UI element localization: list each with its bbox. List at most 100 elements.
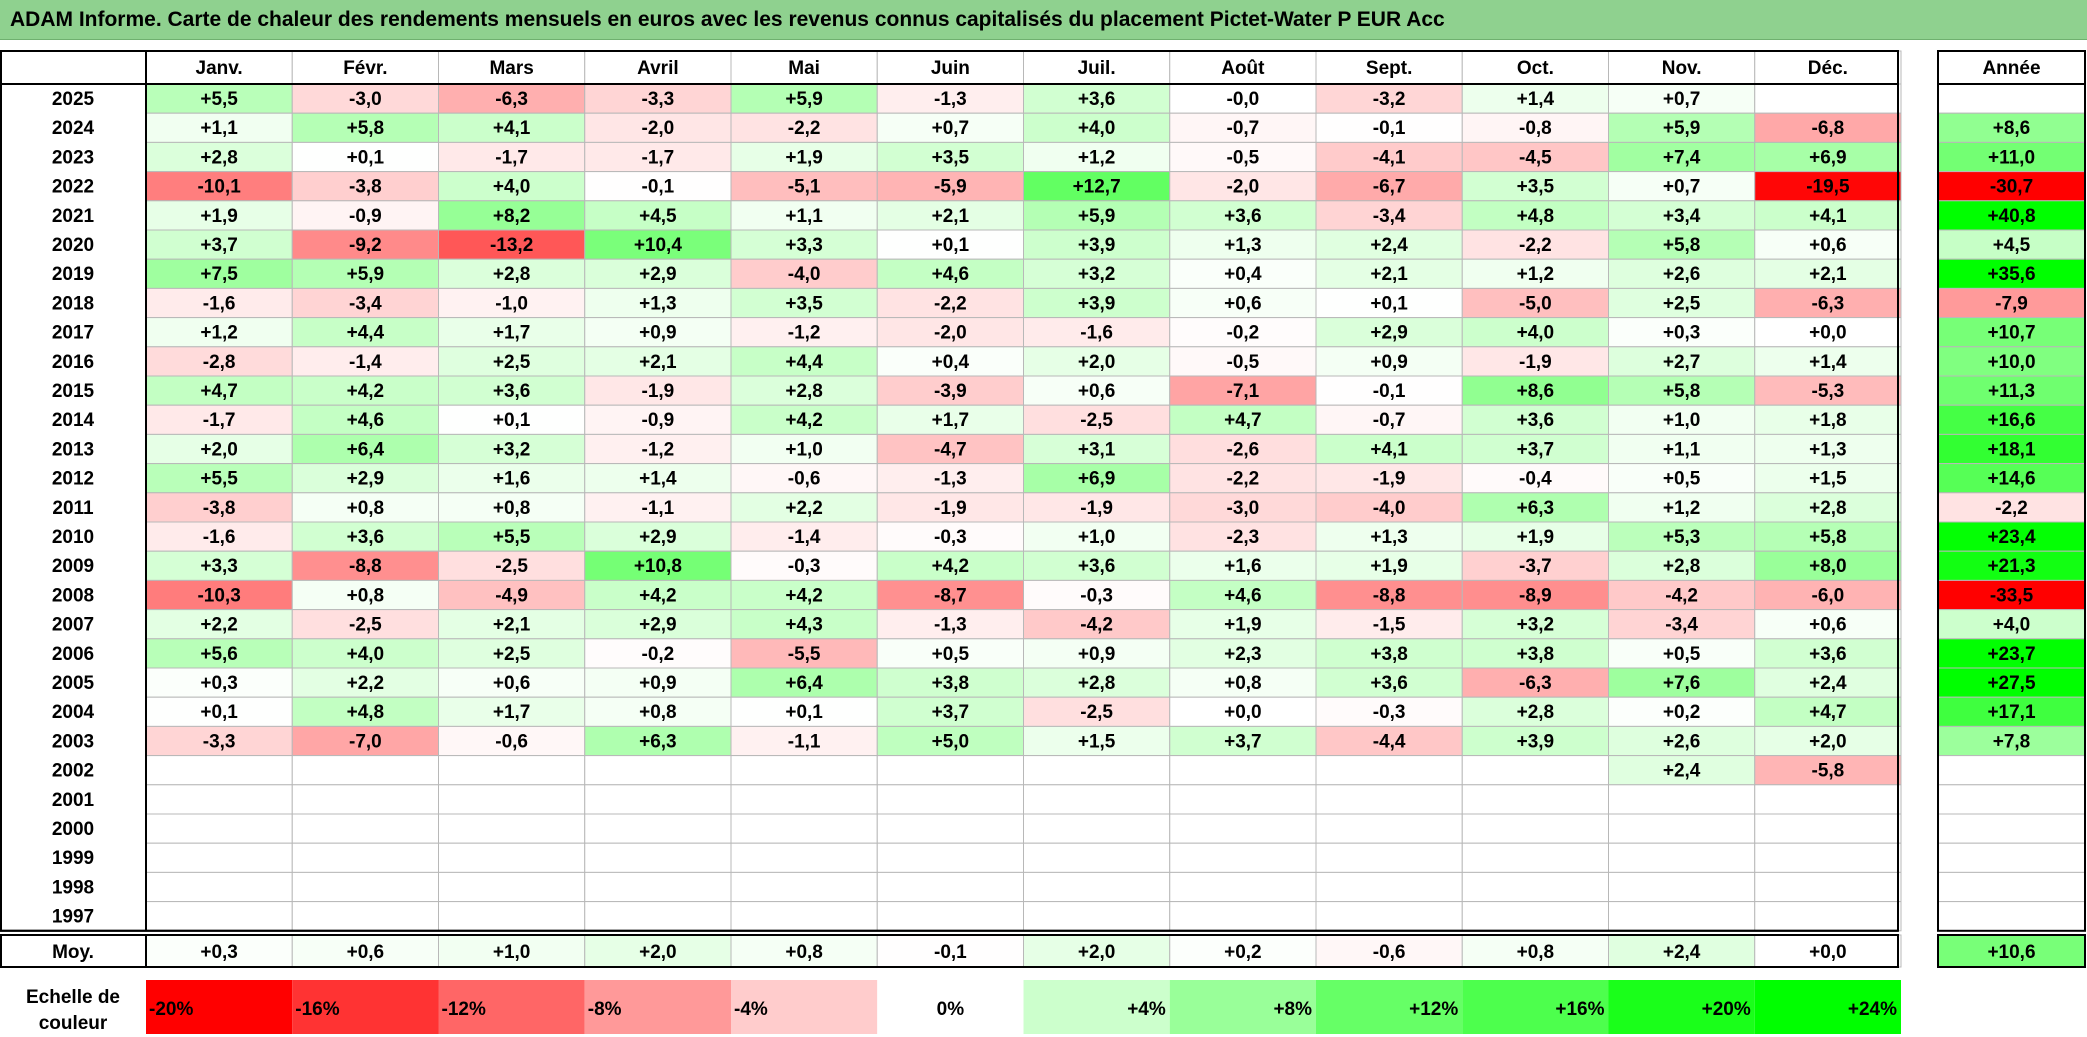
average-value: +0,3 — [200, 942, 238, 963]
year-label-2019: 2019 — [52, 264, 94, 285]
annual-cell — [1937, 83, 2086, 114]
annual-cell — [1937, 287, 2086, 319]
year-label-2020: 2020 — [52, 235, 94, 256]
heatmap-cell — [1608, 317, 1756, 348]
heatmap-cell — [291, 755, 439, 786]
annual-cell — [1937, 638, 2086, 669]
heatmap-cell — [1315, 492, 1463, 523]
color-scale-swatch — [1754, 980, 1901, 1034]
heatmap-cell — [584, 901, 732, 932]
average-value: -0,1 — [934, 942, 967, 963]
year-label-2009: 2009 — [52, 556, 94, 577]
month-header-9: Sept. — [1366, 58, 1412, 79]
cell-value: +1,2 — [1663, 498, 1701, 519]
cell-value: -1,2 — [788, 323, 821, 344]
heatmap-cell — [291, 375, 439, 406]
average-value: +0,2 — [1224, 942, 1262, 963]
heatmap-cell — [584, 346, 732, 377]
cell-value: +4,7 — [1809, 702, 1847, 723]
heatmap-cell — [1608, 901, 1756, 932]
heatmap-cell — [1461, 200, 1609, 231]
cell-value: -1,9 — [1080, 498, 1113, 519]
heatmap-cell — [1315, 696, 1463, 727]
cell-value: -0,3 — [788, 556, 821, 577]
heatmap-cell — [438, 229, 586, 260]
heatmap-cell — [876, 317, 1024, 348]
cell-value: -10,3 — [197, 585, 240, 606]
cell-value: +0,6 — [493, 673, 531, 694]
color-scale-step-label: -4% — [734, 999, 768, 1020]
cell-value: +3,3 — [200, 556, 238, 577]
color-scale-label-2: couleur — [39, 1013, 108, 1034]
heatmap-cell — [1461, 755, 1609, 786]
cell-value: -4,5 — [1519, 147, 1552, 168]
year-label-1997: 1997 — [52, 907, 94, 928]
annual-value: +18,1 — [1987, 439, 2036, 460]
cell-value: +8,6 — [1517, 381, 1555, 402]
month-header-8: Août — [1221, 58, 1265, 79]
heatmap-cell — [1023, 871, 1171, 903]
heatmap-cell — [1315, 842, 1463, 873]
heatmap-cell — [145, 842, 293, 873]
cell-value: -0,6 — [495, 731, 528, 752]
heatmap-cell — [1023, 258, 1171, 289]
cell-value: -5,9 — [934, 177, 967, 198]
cell-value: -1,0 — [495, 293, 528, 314]
cell-value: +4,8 — [1517, 206, 1555, 227]
cell-value: -2,0 — [1227, 177, 1260, 198]
heatmap-cell — [1461, 901, 1609, 932]
heatmap-cell — [1315, 784, 1463, 815]
cell-value: +0,3 — [200, 673, 238, 694]
cell-value: -4,2 — [1080, 615, 1113, 636]
heatmap-cell — [1461, 287, 1609, 319]
heatmap-cell — [1169, 375, 1317, 406]
cell-value: +2,9 — [347, 469, 385, 490]
cell-value: -6,0 — [1812, 585, 1845, 606]
cell-value: -4,0 — [1373, 498, 1406, 519]
cell-value: +3,8 — [1517, 644, 1555, 665]
cell-value: +4,0 — [493, 177, 531, 198]
cell-value: +0,1 — [200, 702, 238, 723]
cell-value: +2,6 — [1663, 731, 1701, 752]
cell-value: +1,2 — [200, 323, 238, 344]
heatmap-cell — [1315, 901, 1463, 932]
year-label-2016: 2016 — [52, 352, 94, 373]
cell-value: -0,2 — [642, 644, 675, 665]
cell-value: +4,0 — [1078, 118, 1116, 139]
heatmap-cell — [291, 579, 439, 611]
heatmap-cell — [438, 813, 586, 844]
heatmap-cell — [145, 813, 293, 844]
cell-value: -1,1 — [642, 498, 675, 519]
cell-value: +0,0 — [1224, 702, 1262, 723]
year-label-2008: 2008 — [52, 585, 94, 606]
cell-value: +2,0 — [1809, 731, 1847, 752]
cell-value: +3,2 — [1517, 615, 1555, 636]
annual-value: +23,4 — [1987, 527, 2036, 548]
heatmap-cell — [730, 842, 878, 873]
month-header-cell — [1754, 50, 1902, 85]
cell-value: -1,6 — [203, 527, 236, 548]
cell-value: -10,1 — [197, 177, 241, 198]
cell-value: -2,2 — [934, 293, 967, 314]
cell-value: -4,7 — [934, 439, 967, 460]
heatmap-cell — [730, 492, 878, 523]
cell-value: -2,6 — [1227, 439, 1260, 460]
cell-value: -3,7 — [1519, 556, 1552, 577]
cell-value: -3,9 — [934, 381, 967, 402]
cell-value: +5,5 — [200, 89, 238, 110]
cell-value: -2,0 — [642, 118, 675, 139]
cell-value: +3,8 — [932, 673, 970, 694]
heatmap-cell — [1754, 229, 1902, 260]
color-scale-step-label: +12% — [1409, 999, 1458, 1020]
heatmap-cell — [145, 638, 293, 669]
cell-value: -13,2 — [490, 235, 533, 256]
cell-value: +4,1 — [1370, 439, 1408, 460]
heatmap-cell — [1315, 609, 1463, 640]
annual-cell — [1937, 521, 2086, 552]
cell-value: +2,9 — [1370, 323, 1408, 344]
year-label-1998: 1998 — [52, 877, 94, 898]
heatmap-cell — [1754, 842, 1902, 873]
cell-value: +0,1 — [493, 410, 531, 431]
annual-cell — [1937, 433, 2086, 465]
heatmap-cell — [1608, 521, 1756, 552]
